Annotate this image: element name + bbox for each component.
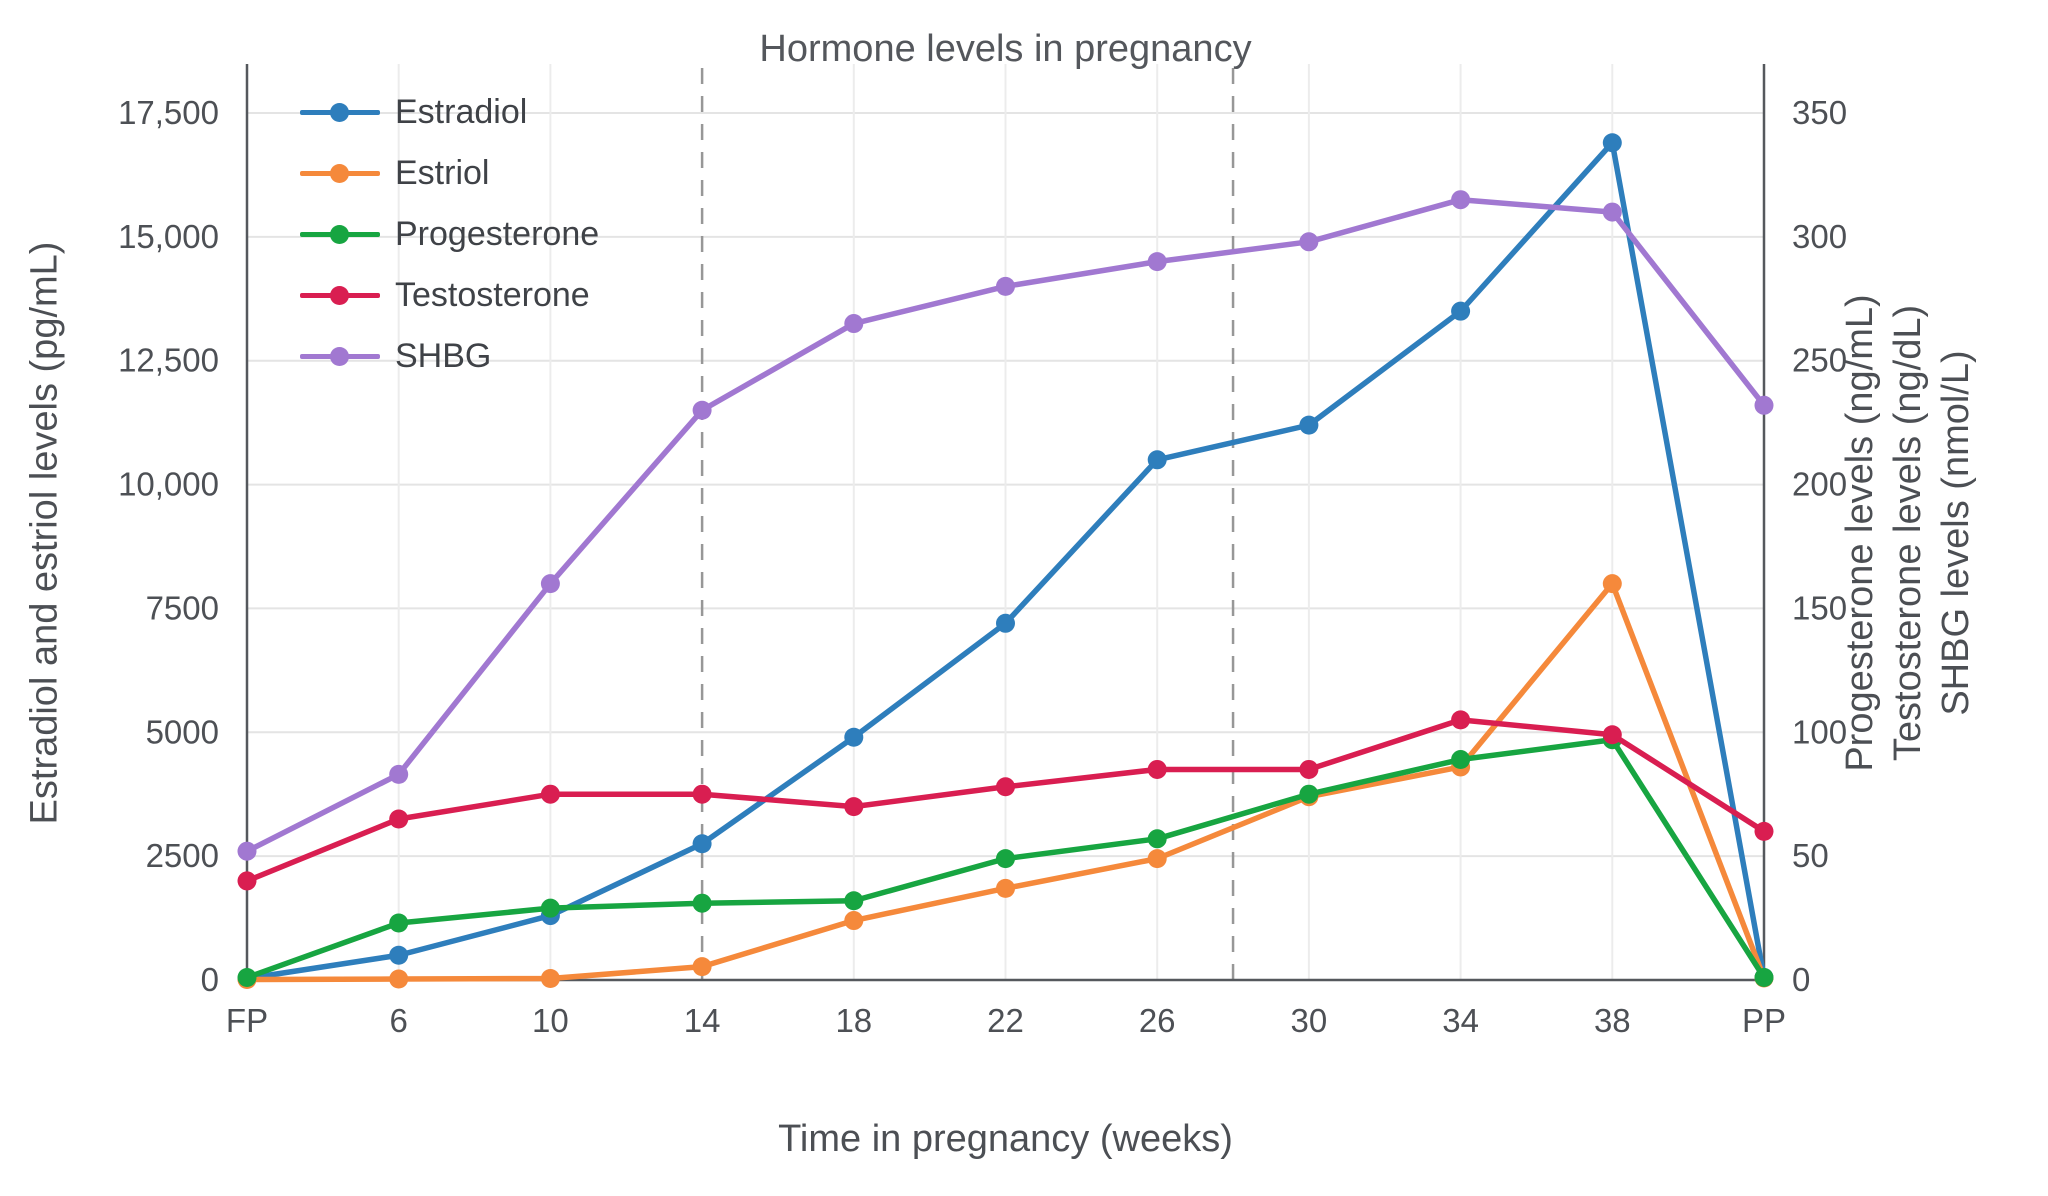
data-point-testosterone[interactable]: [996, 777, 1015, 797]
right-axis-tick-label: 250: [1792, 342, 1847, 379]
data-point-estradiol[interactable]: [996, 613, 1015, 633]
left-axis-tick-label: 17,500: [118, 94, 219, 131]
left-axis-tick-label: 7500: [146, 589, 219, 626]
left-axis-tick-label: 2500: [146, 837, 219, 874]
data-point-shbg[interactable]: [1602, 202, 1622, 222]
data-point-testosterone[interactable]: [1451, 710, 1471, 730]
right-axis-title-shbg: SHBG levels (nmol/L): [1935, 350, 1977, 716]
data-point-estradiol[interactable]: [1602, 133, 1622, 153]
x-axis-title: Time in pregnancy (weeks): [778, 1118, 1233, 1160]
data-point-estradiol[interactable]: [1147, 450, 1167, 470]
chart-title: Hormone levels in pregnancy: [759, 28, 1252, 70]
data-point-shbg[interactable]: [1754, 395, 1774, 415]
left-axis-tick-label: 5000: [146, 713, 219, 750]
data-point-progesterone[interactable]: [237, 968, 257, 988]
data-point-testosterone[interactable]: [1754, 821, 1774, 841]
data-point-estriol[interactable]: [389, 969, 409, 989]
legend-item-testosterone[interactable]: Testosterone: [300, 265, 599, 326]
right-axis-title-testosterone: Testosterone levels (ng/dL): [1887, 304, 1929, 762]
x-axis-tick-label: 10: [532, 1002, 569, 1039]
data-point-estriol[interactable]: [996, 878, 1015, 898]
x-axis-tick-label: 34: [1442, 1002, 1479, 1039]
data-point-testosterone[interactable]: [540, 784, 560, 804]
data-point-shbg[interactable]: [844, 314, 864, 334]
x-axis-tick-label: 18: [835, 1002, 872, 1039]
data-point-progesterone[interactable]: [1147, 829, 1167, 849]
shbg-line-marker-icon: [300, 346, 380, 367]
estriol-line-marker-icon: [300, 163, 380, 184]
data-point-estriol[interactable]: [1147, 849, 1167, 869]
left-axis-tick-label: 10,000: [118, 466, 219, 503]
data-point-shbg[interactable]: [996, 276, 1015, 296]
legend-label: Progesterone: [395, 215, 600, 253]
legend-item-estriol[interactable]: Estriol: [300, 143, 599, 204]
legend-item-shbg[interactable]: SHBG: [300, 326, 599, 387]
progesterone-line-marker-icon: [300, 224, 380, 245]
data-point-shbg[interactable]: [237, 841, 257, 861]
right-axis-tick-label: 100: [1792, 713, 1847, 750]
data-point-progesterone[interactable]: [389, 913, 409, 933]
data-point-shbg[interactable]: [389, 764, 409, 784]
data-point-progesterone[interactable]: [1754, 968, 1774, 988]
legend-item-progesterone[interactable]: Progesterone: [300, 204, 599, 265]
left-axis-tick-label: 15,000: [118, 218, 219, 255]
estradiol-line-marker-icon: [300, 102, 380, 123]
data-point-estriol[interactable]: [540, 969, 560, 989]
data-point-estradiol[interactable]: [844, 727, 864, 747]
data-point-testosterone[interactable]: [1147, 759, 1167, 779]
data-point-shbg[interactable]: [1299, 232, 1319, 252]
legend-item-estradiol[interactable]: Estradiol: [300, 82, 599, 143]
data-point-progesterone[interactable]: [692, 893, 712, 913]
data-point-testosterone[interactable]: [1299, 759, 1319, 779]
right-axis-tick-label: 300: [1792, 218, 1847, 255]
right-axis-tick-label: 200: [1792, 466, 1847, 503]
legend: Estradiol Estriol Progesterone Testoster…: [300, 82, 599, 387]
data-point-shbg[interactable]: [1147, 252, 1167, 272]
legend-label: SHBG: [395, 337, 492, 375]
data-point-estriol[interactable]: [844, 911, 864, 931]
data-point-estriol[interactable]: [692, 957, 712, 977]
data-point-shbg[interactable]: [540, 574, 560, 594]
x-axis-tick-label: 38: [1594, 1002, 1631, 1039]
data-point-estradiol[interactable]: [1299, 415, 1319, 435]
x-axis-tick-label: 26: [1139, 1002, 1176, 1039]
legend-label: Estradiol: [395, 93, 528, 131]
data-point-progesterone[interactable]: [1299, 784, 1319, 804]
data-point-estradiol[interactable]: [1451, 301, 1471, 321]
x-axis-tick-label: 14: [684, 1002, 721, 1039]
data-point-estradiol[interactable]: [389, 945, 409, 965]
x-axis-tick-label: 6: [390, 1002, 408, 1039]
right-axis-title: Progesterone levels (ng/mL) Testosterone…: [1836, 294, 1980, 771]
data-point-testosterone[interactable]: [844, 797, 864, 817]
data-point-testosterone[interactable]: [692, 784, 712, 804]
right-axis-tick-label: 350: [1792, 94, 1847, 131]
testosterone-line-marker-icon: [300, 285, 380, 306]
left-axis-tick-label: 0: [201, 961, 219, 998]
data-point-progesterone[interactable]: [844, 891, 864, 911]
x-axis-tick-label: 22: [987, 1002, 1024, 1039]
right-axis-tick-label: 0: [1792, 961, 1810, 998]
x-axis-tick-label: PP: [1742, 1002, 1786, 1039]
data-point-estradiol[interactable]: [692, 834, 712, 854]
legend-label: Estriol: [395, 154, 490, 192]
data-point-shbg[interactable]: [1451, 190, 1471, 210]
right-axis-tick-label: 50: [1792, 837, 1829, 874]
x-axis-tick-label: 30: [1291, 1002, 1328, 1039]
data-point-testosterone[interactable]: [1602, 725, 1622, 745]
left-axis-tick-label: 12,500: [118, 342, 219, 379]
data-point-estriol[interactable]: [1602, 574, 1622, 594]
left-axis-title: Estradiol and estriol levels (pg/mL): [23, 241, 66, 825]
right-axis-tick-label: 150: [1792, 589, 1847, 626]
right-axis-title-progesterone: Progesterone levels (ng/mL): [1839, 294, 1881, 772]
data-point-progesterone[interactable]: [1451, 750, 1471, 770]
data-point-shbg[interactable]: [692, 400, 712, 420]
data-point-testosterone[interactable]: [237, 871, 257, 891]
legend-label: Testosterone: [395, 276, 590, 314]
data-point-progesterone[interactable]: [996, 849, 1015, 869]
data-point-progesterone[interactable]: [540, 898, 560, 918]
x-axis-tick-label: FP: [226, 1002, 268, 1039]
data-point-testosterone[interactable]: [389, 809, 409, 829]
